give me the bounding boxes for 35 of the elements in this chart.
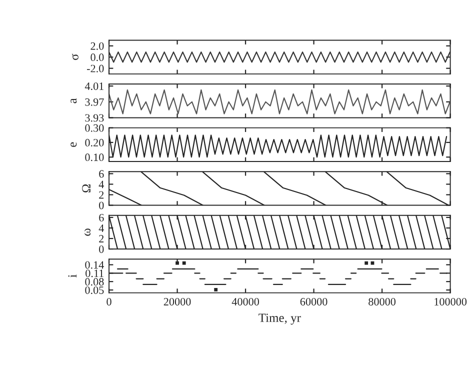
line-series: [109, 89, 450, 114]
y-tick-label: 0.20: [85, 138, 104, 146]
y-tick-label: 4.01: [84, 82, 104, 90]
y-tick-label: 0.14: [85, 261, 104, 269]
y-tick-label: 0.11: [86, 270, 104, 278]
y-tick-label: 3.97: [85, 98, 104, 106]
x-axis-title: Time, yr: [258, 314, 301, 325]
y-tick-label: 4: [98, 180, 104, 188]
y-tick-label: 0.08: [85, 278, 104, 286]
x-tick-label: 40000: [232, 298, 259, 306]
y-tick-label: 0.10: [85, 154, 104, 162]
x-tick-label: 100000: [434, 298, 467, 306]
y-axis-title: i: [68, 274, 76, 278]
y-axis-title: ω: [84, 228, 91, 236]
y-axis-title: Ω: [82, 184, 90, 192]
y-tick-label: 0: [99, 202, 104, 210]
y-axis-title: e: [70, 142, 77, 147]
x-tick-label: 80000: [368, 298, 396, 306]
y-tick-label: 6: [99, 214, 104, 222]
y-axis-title: σ: [72, 54, 78, 60]
y-tick-label: 6: [99, 170, 104, 178]
y-tick-label: 3.93: [85, 114, 104, 122]
y-tick-label: 2: [99, 235, 104, 242]
x-tick-label: 0: [106, 298, 112, 306]
y-tick-label: 4: [98, 224, 104, 232]
y-tick-label: 2.0: [90, 42, 104, 50]
x-tick-label: 20000: [164, 298, 191, 306]
y-tick-label: 2: [99, 191, 104, 199]
y-axis-title: a: [70, 98, 77, 104]
y-tick-label: 0.30: [85, 124, 104, 132]
y-tick-label: 0.0: [90, 54, 104, 62]
y-tick-label: 0.05: [85, 286, 104, 294]
x-tick-label: 60000: [300, 298, 328, 306]
y-tick-label: 0: [99, 245, 104, 253]
y-tick-label: -2.0: [86, 64, 104, 72]
